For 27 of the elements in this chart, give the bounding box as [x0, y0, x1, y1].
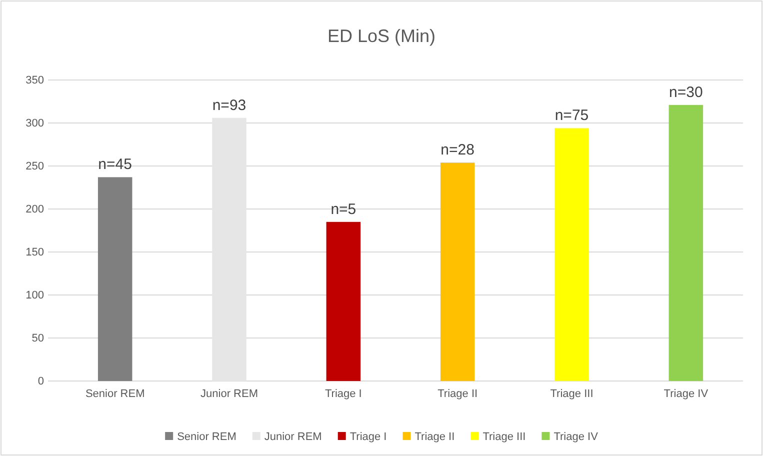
annotation: n=30 [669, 84, 703, 101]
y-tick-label: 350 [26, 74, 44, 87]
annotation: n=75 [554, 107, 589, 124]
x-tick-label: Triage III [550, 388, 594, 400]
legend-label: Senior REM [177, 431, 236, 443]
legend-label: Triage IV [554, 431, 599, 443]
legend-label: Junior REM [264, 431, 322, 443]
y-tick-label: 200 [26, 204, 44, 216]
legend-label: Triage II [414, 431, 455, 443]
x-tick-label: Triage I [324, 388, 362, 400]
annotation: n=28 [440, 142, 474, 159]
annotation: n=5 [330, 200, 356, 218]
annotation: n=45 [98, 156, 132, 174]
x-tick-label: Triage II [438, 388, 478, 400]
y-tick-label: 150 [26, 246, 44, 259]
x-tick-label: Senior REM [85, 388, 145, 400]
legend-label: Triage I [350, 431, 387, 443]
y-tick-label: 0 [38, 376, 44, 388]
x-tick-label: Junior REM [200, 388, 258, 400]
y-tick-label: 300 [26, 118, 44, 130]
x-tick-label: Triage IV [664, 388, 709, 400]
y-tick-label: 250 [26, 160, 44, 173]
y-tick-label: 100 [26, 290, 44, 302]
legend-label: Triage III [482, 431, 526, 443]
chart-title: ED LoS (Min) [327, 26, 436, 46]
y-tick-label: 50 [32, 332, 44, 345]
annotation: n=93 [212, 96, 246, 114]
